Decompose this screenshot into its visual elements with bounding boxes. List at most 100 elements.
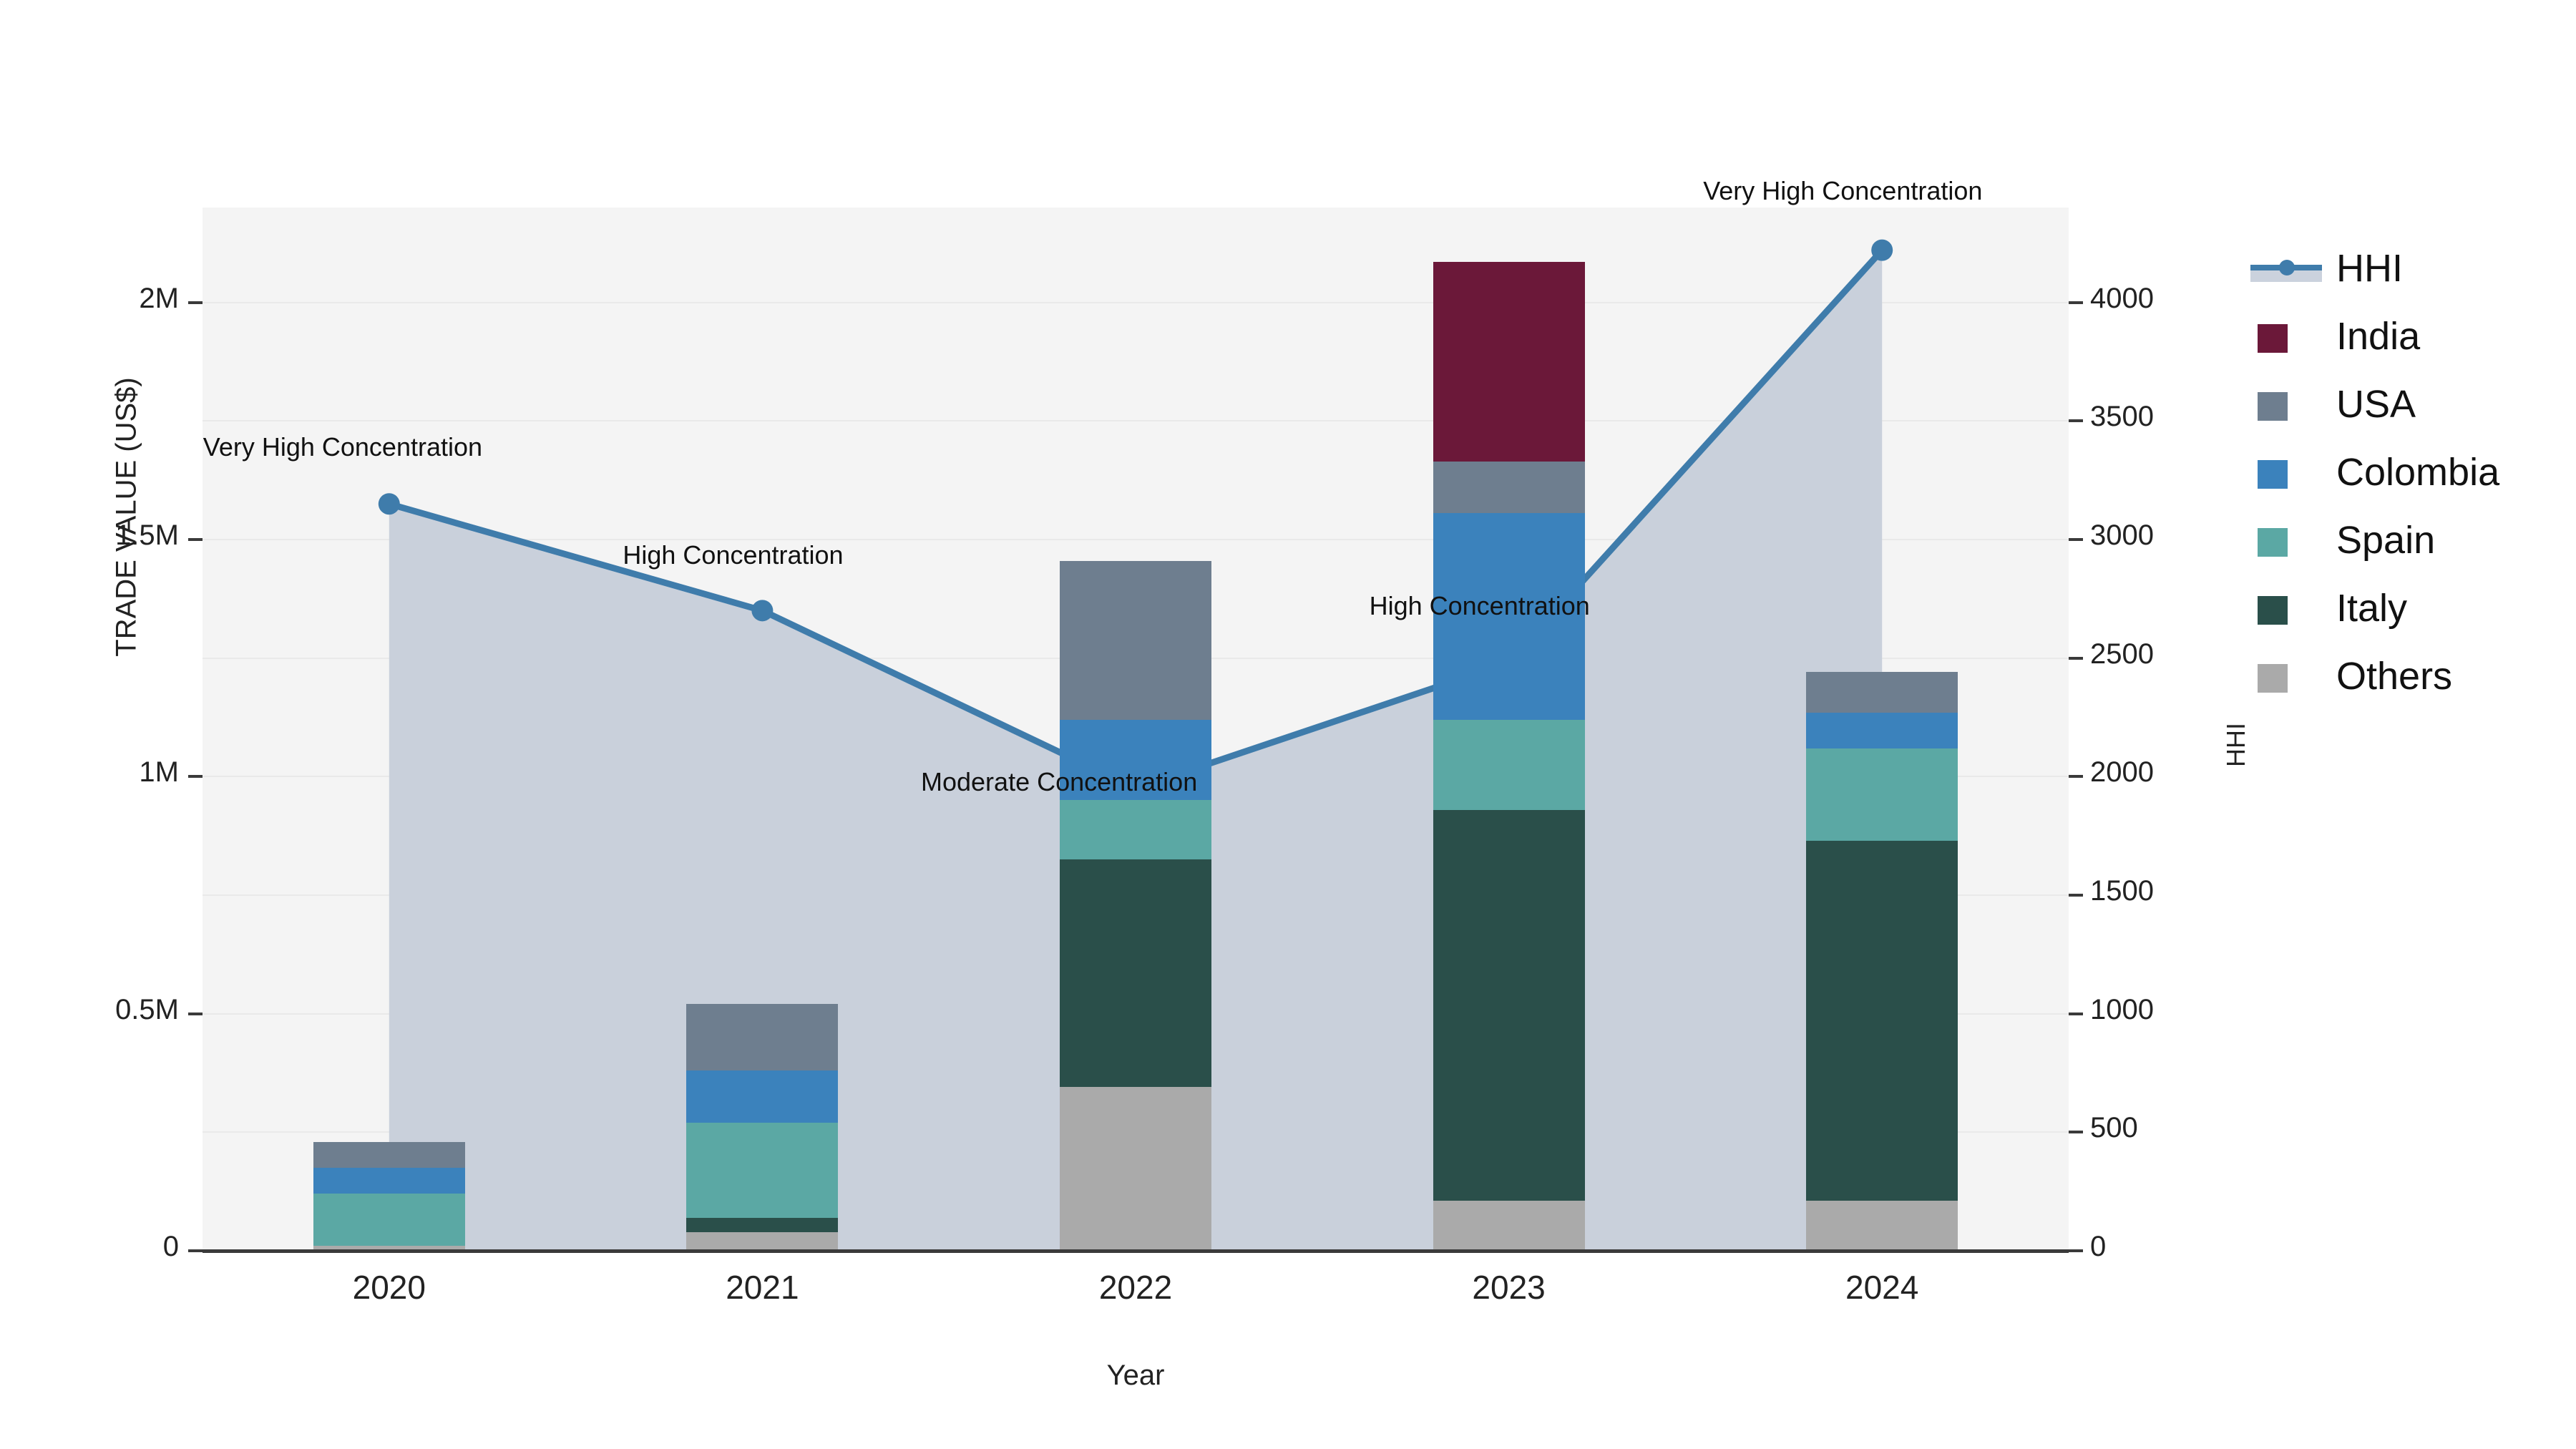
y-axis-left-tick-label: 0.5M	[115, 993, 179, 1025]
y-axis-left-tick-mark	[188, 1249, 203, 1252]
plot-area	[203, 208, 2069, 1251]
bar-segment-usa[interactable]	[1806, 672, 1958, 713]
bar-segment-usa[interactable]	[686, 1004, 839, 1071]
bar-segment-italy[interactable]	[686, 1217, 839, 1232]
legend-color-swatch	[2258, 664, 2288, 693]
bar-column[interactable]	[1806, 208, 1958, 1251]
bar-segment-others[interactable]	[313, 1246, 465, 1251]
bar-segment-colombia[interactable]	[1806, 712, 1958, 748]
bar-segment-spain[interactable]	[686, 1123, 839, 1218]
legend-item-colombia[interactable]: Colombia	[2258, 440, 2565, 508]
y-axis-right-tick-label: 1000	[2090, 993, 2154, 1025]
hhi-annotation: Very High Concentration	[203, 432, 483, 462]
x-axis-tick-label: 2022	[1098, 1269, 1173, 1306]
y-axis-left-tick-label: 0	[162, 1231, 179, 1262]
bar-segment-spain[interactable]	[1806, 748, 1958, 841]
y-axis-right-tick-mark	[2069, 419, 2083, 423]
bar-segment-usa[interactable]	[313, 1141, 465, 1169]
legend-color-swatch	[2258, 596, 2288, 625]
gridline	[203, 301, 2069, 303]
bar-segment-colombia[interactable]	[686, 1070, 839, 1123]
legend-label: HHI	[2336, 247, 2403, 290]
y-axis-left-tick-mark	[188, 301, 203, 304]
x-axis-title: Year	[1106, 1360, 1165, 1391]
legend-marker-dot	[2279, 260, 2295, 275]
y-axis-right-tick-mark	[2069, 893, 2083, 897]
y-axis-right-tick-mark	[2069, 537, 2083, 541]
bar-segment-others[interactable]	[1806, 1201, 1958, 1251]
legend-item-usa[interactable]: USA	[2258, 372, 2565, 440]
legend-item-spain[interactable]: Spain	[2258, 508, 2565, 576]
bar-segment-others[interactable]	[1060, 1087, 1211, 1251]
bar-segment-italy[interactable]	[1806, 840, 1958, 1201]
legend-item-others[interactable]: Others	[2258, 644, 2565, 712]
legend: HHI India USA Colombia Spain Italy Others	[2250, 236, 2565, 712]
legend-label: Others	[2336, 655, 2453, 698]
y-axis-right-tick-label: 1500	[2090, 874, 2154, 907]
hhi-marker[interactable]	[378, 493, 400, 515]
bar-segment-usa[interactable]	[1060, 560, 1211, 720]
legend-color-swatch	[2258, 460, 2288, 489]
hhi-annotation: Moderate Concentration	[921, 766, 1198, 796]
y-axis-left-tick-label: 2M	[139, 282, 179, 314]
bar-segment-india[interactable]	[1433, 262, 1585, 462]
gridline	[203, 420, 2069, 422]
y-axis-right-tick-label: 2000	[2090, 756, 2154, 789]
y-axis-right-tick-label: 500	[2090, 1112, 2138, 1144]
bar-segment-italy[interactable]	[1433, 809, 1585, 1201]
legend-label: USA	[2336, 383, 2416, 426]
y-axis-left-tick-label: 1.5M	[115, 519, 179, 551]
y-axis-right-tick-mark	[2069, 1131, 2083, 1134]
bar-segment-colombia[interactable]	[1433, 513, 1585, 720]
bar-segment-others[interactable]	[686, 1231, 839, 1251]
y-axis-left-tick-mark	[188, 1012, 203, 1015]
y-axis-right-tick-mark	[2069, 775, 2083, 779]
bar-column[interactable]	[686, 208, 839, 1251]
legend-item-hhi[interactable]: HHI	[2250, 236, 2565, 304]
legend-label: Spain	[2336, 519, 2436, 562]
x-axis-spine	[203, 1249, 2069, 1253]
x-axis-tick-label: 2023	[1472, 1269, 1546, 1306]
hhi-marker[interactable]	[1871, 239, 1893, 261]
bar-segment-usa[interactable]	[1433, 461, 1585, 514]
x-axis-tick-label: 2024	[1845, 1269, 1919, 1306]
bar-segment-colombia[interactable]	[313, 1168, 465, 1194]
hhi-annotation: Very High Concentration	[1703, 175, 1983, 205]
y-axis-left-tick-mark	[188, 775, 203, 779]
legend-area-swatch	[2250, 270, 2322, 282]
bar-column[interactable]	[1060, 208, 1211, 1251]
bar-segment-spain[interactable]	[1433, 719, 1585, 810]
y-axis-right-tick-mark	[2069, 1249, 2083, 1252]
legend-item-italy[interactable]: Italy	[2258, 576, 2565, 644]
y-axis-right-tick-label: 3500	[2090, 401, 2154, 433]
legend-item-india[interactable]: India	[2258, 304, 2565, 372]
y-axis-left-tick-label: 1M	[139, 756, 179, 789]
hhi-annotation: High Concentration	[1369, 591, 1590, 621]
legend-color-swatch	[2258, 324, 2288, 353]
legend-label: Italy	[2336, 587, 2408, 630]
x-axis-tick-label: 2020	[352, 1269, 426, 1306]
y-axis-right-tick-mark	[2069, 1012, 2083, 1015]
y-axis-right-tick-label: 2500	[2090, 638, 2154, 670]
bar-segment-spain[interactable]	[1060, 800, 1211, 860]
legend-label: Colombia	[2336, 451, 2500, 494]
y-axis-right-tick-label: 4000	[2090, 282, 2154, 314]
hhi-marker[interactable]	[751, 600, 774, 622]
bar-segment-italy[interactable]	[1060, 859, 1211, 1088]
bar-segment-colombia[interactable]	[1060, 719, 1211, 801]
gridline	[203, 538, 2069, 540]
bar-segment-others[interactable]	[1433, 1201, 1585, 1251]
hhi-annotation: High Concentration	[623, 540, 844, 570]
y-axis-right-tick-label: 0	[2090, 1231, 2107, 1262]
bar-column[interactable]	[1433, 208, 1585, 1251]
y-axis-left-tick-mark	[188, 537, 203, 541]
y-axis-right-title: HHI	[2221, 723, 2250, 767]
legend-label: India	[2336, 315, 2421, 358]
bar-segment-spain[interactable]	[313, 1194, 465, 1246]
x-axis-tick-label: 2021	[726, 1269, 799, 1306]
legend-color-swatch	[2258, 528, 2288, 557]
bar-column[interactable]	[313, 208, 465, 1251]
legend-color-swatch	[2258, 392, 2288, 421]
y-axis-right-tick-mark	[2069, 656, 2083, 660]
